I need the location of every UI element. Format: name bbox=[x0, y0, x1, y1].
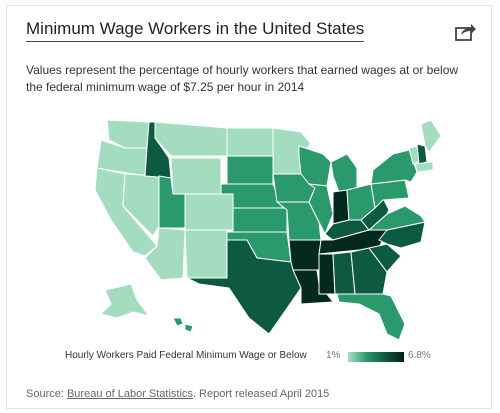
source-line: Source: Bureau of Labor Statistics. Repo… bbox=[26, 388, 329, 400]
state-ND[interactable] bbox=[226, 127, 274, 157]
state-PA[interactable] bbox=[370, 179, 410, 209]
share-icon[interactable] bbox=[455, 22, 477, 42]
state-SD[interactable] bbox=[226, 155, 274, 185]
state-CO[interactable] bbox=[184, 193, 234, 231]
state-MS[interactable] bbox=[318, 253, 336, 295]
state-NH[interactable] bbox=[416, 143, 428, 165]
state-GA[interactable] bbox=[350, 247, 388, 295]
state-IN[interactable] bbox=[332, 189, 350, 225]
state-AK[interactable] bbox=[100, 283, 150, 319]
state-MA[interactable] bbox=[414, 161, 434, 173]
page-title: Minimum Wage Workers in the United State… bbox=[26, 19, 365, 42]
state-TX[interactable] bbox=[186, 239, 302, 335]
state-MI[interactable] bbox=[330, 153, 358, 193]
state-ME[interactable] bbox=[420, 119, 442, 153]
state-HI-2[interactable] bbox=[184, 323, 194, 333]
state-LA[interactable] bbox=[292, 269, 334, 305]
legend-min: 1% bbox=[326, 350, 341, 361]
legend-max: 6.8% bbox=[408, 350, 431, 361]
state-NM[interactable] bbox=[184, 229, 228, 279]
us-choropleth-map bbox=[94, 119, 442, 341]
source-prefix: Source: bbox=[26, 388, 67, 400]
description: Values represent the percentage of hourl… bbox=[26, 63, 459, 94]
state-KS[interactable] bbox=[232, 207, 288, 233]
state-MT[interactable] bbox=[154, 121, 228, 157]
state-IL[interactable] bbox=[308, 183, 334, 235]
chart-card: Minimum Wage Workers in the United State… bbox=[6, 5, 492, 409]
state-AR[interactable] bbox=[288, 239, 322, 271]
source-suffix: . Report released April 2015 bbox=[192, 388, 330, 400]
state-SC[interactable] bbox=[368, 243, 402, 273]
source-link[interactable]: Bureau of Labor Statistics bbox=[66, 388, 193, 400]
legend-color-scale bbox=[348, 352, 404, 362]
legend-label: Hourly Workers Paid Federal Minimum Wage… bbox=[65, 350, 307, 361]
state-HI[interactable] bbox=[172, 317, 184, 327]
state-NY[interactable] bbox=[370, 149, 418, 185]
state-WY[interactable] bbox=[170, 157, 222, 195]
state-AZ[interactable] bbox=[144, 227, 186, 281]
state-FL[interactable] bbox=[336, 293, 406, 341]
